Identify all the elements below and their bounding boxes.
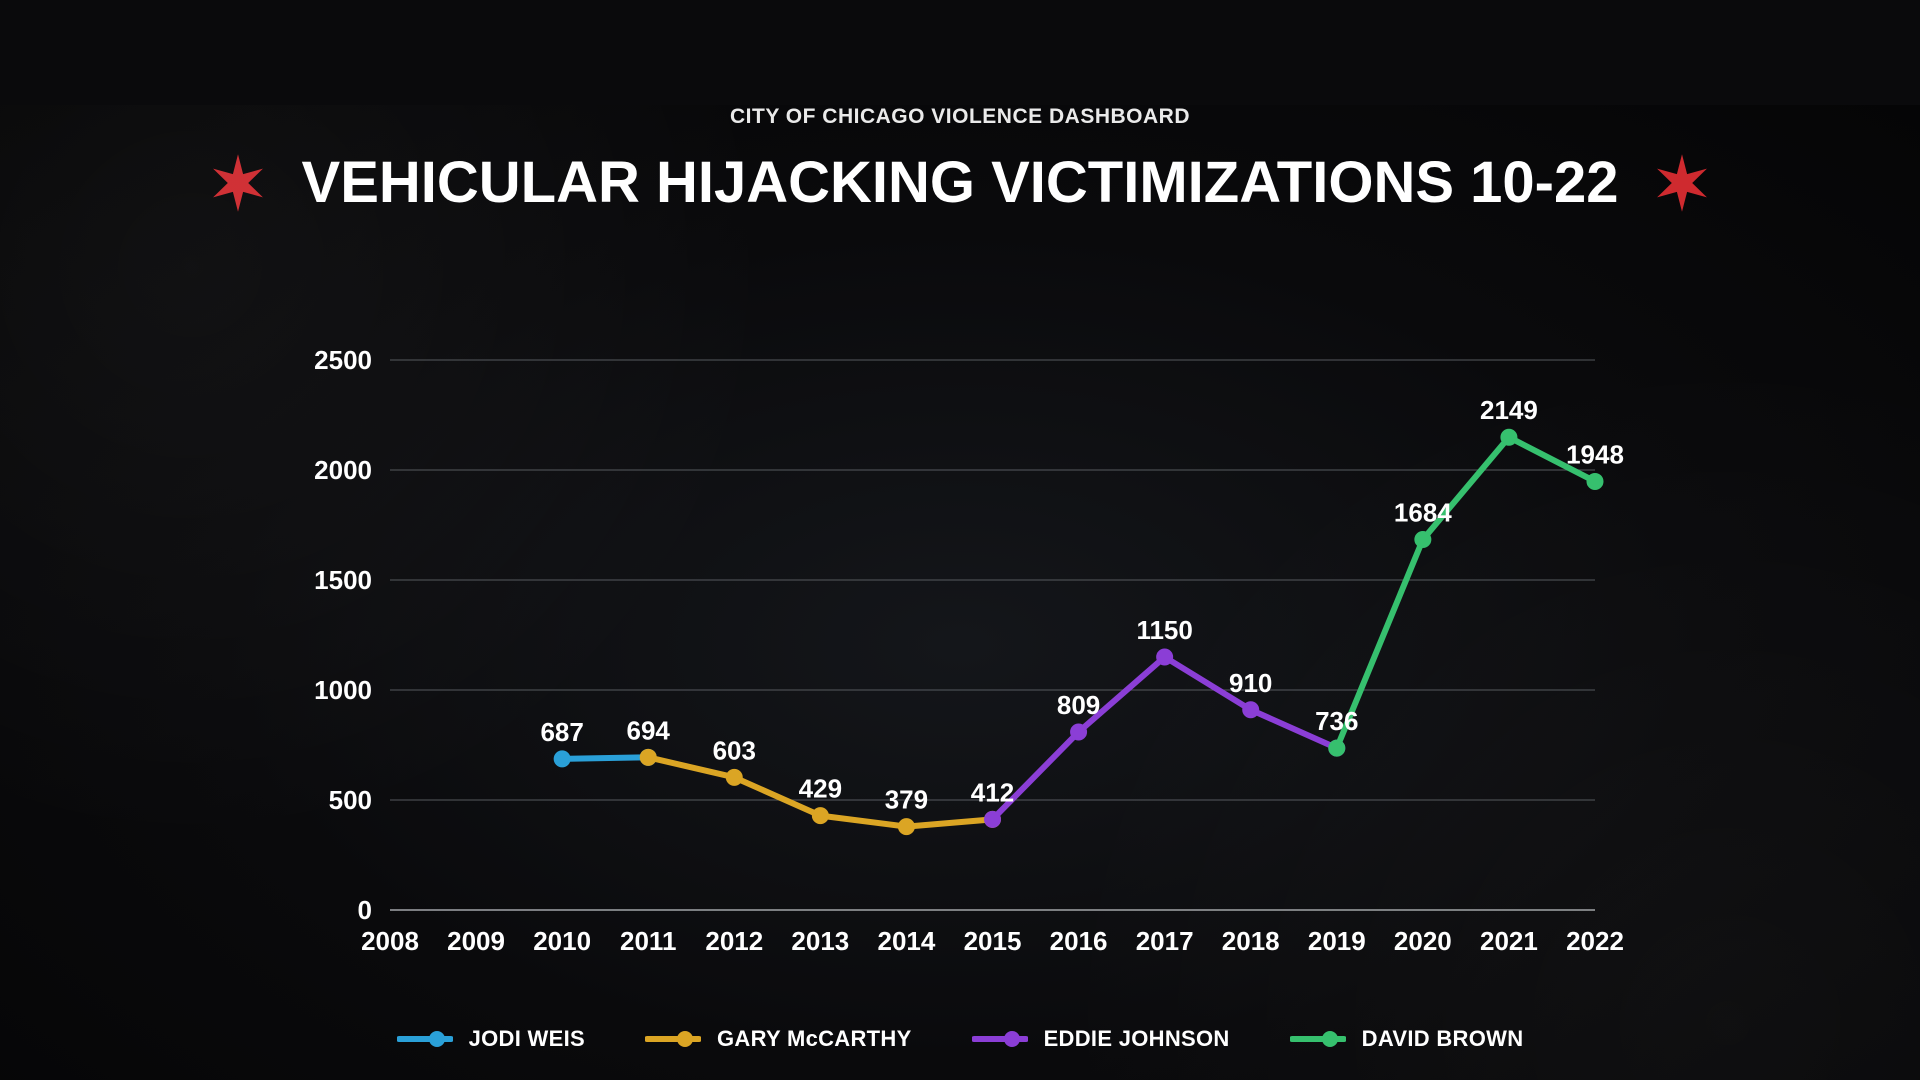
svg-text:379: 379: [885, 785, 928, 815]
svg-text:412: 412: [971, 777, 1014, 807]
svg-text:2149: 2149: [1480, 395, 1538, 425]
svg-text:1500: 1500: [314, 565, 372, 595]
legend-label: JODI WEIS: [469, 1026, 585, 1052]
chicago-star-icon: [1652, 153, 1712, 213]
svg-text:1684: 1684: [1394, 498, 1452, 528]
svg-text:2008: 2008: [361, 926, 419, 956]
svg-text:1000: 1000: [314, 675, 372, 705]
legend-label: DAVID BROWN: [1362, 1026, 1524, 1052]
legend-swatch-icon: [645, 1025, 701, 1053]
svg-text:736: 736: [1315, 706, 1358, 736]
svg-text:910: 910: [1229, 668, 1272, 698]
legend-label: EDDIE JOHNSON: [1044, 1026, 1230, 1052]
svg-text:500: 500: [329, 785, 372, 815]
legend-swatch-icon: [397, 1025, 453, 1053]
title-row: VEHICULAR HIJACKING VICTIMIZATIONS 10-22: [0, 149, 1920, 216]
svg-text:2500: 2500: [314, 345, 372, 375]
line-chart: 0 500 1000 1500 2000 2500 2008 2009 2010 2011 2012…: [305, 340, 1615, 970]
svg-text:687: 687: [540, 717, 583, 747]
svg-text:603: 603: [713, 735, 756, 765]
svg-text:694: 694: [627, 715, 671, 745]
legend-item: DAVID BROWN: [1290, 1025, 1524, 1053]
chart-area: 0 500 1000 1500 2000 2500 2008 2009 2010 2011 2012…: [305, 340, 1615, 970]
legend-item: GARY McCARTHY: [645, 1025, 912, 1053]
svg-text:2016: 2016: [1050, 926, 1108, 956]
legend-label: GARY McCARTHY: [717, 1026, 912, 1052]
svg-text:2000: 2000: [314, 455, 372, 485]
svg-text:1948: 1948: [1566, 439, 1624, 469]
svg-text:2014: 2014: [878, 926, 936, 956]
legend-item: JODI WEIS: [397, 1025, 585, 1053]
svg-text:2009: 2009: [447, 926, 505, 956]
svg-text:2017: 2017: [1136, 926, 1194, 956]
chicago-star-icon: [208, 153, 268, 213]
svg-text:2012: 2012: [705, 926, 763, 956]
legend-item: EDDIE JOHNSON: [972, 1025, 1230, 1053]
svg-text:2022: 2022: [1566, 926, 1624, 956]
legend-swatch-icon: [972, 1025, 1028, 1053]
chart-title: VEHICULAR HIJACKING VICTIMIZATIONS 10-22: [302, 149, 1619, 216]
svg-text:2010: 2010: [533, 926, 591, 956]
svg-text:809: 809: [1057, 690, 1100, 720]
svg-text:1150: 1150: [1136, 615, 1192, 645]
dashboard-header: CITY OF CHICAGO VIOLENCE DASHBOARD VEHIC…: [0, 105, 1920, 216]
svg-text:0: 0: [358, 895, 372, 925]
svg-text:2021: 2021: [1480, 926, 1538, 956]
legend-swatch-icon: [1290, 1025, 1346, 1053]
svg-text:2013: 2013: [791, 926, 849, 956]
legend: JODI WEIS GARY McCARTHY EDDIE JOHNSON DAVID…: [0, 1025, 1920, 1053]
svg-text:2011: 2011: [620, 926, 676, 956]
svg-text:2018: 2018: [1222, 926, 1280, 956]
svg-text:2015: 2015: [964, 926, 1022, 956]
svg-text:2019: 2019: [1308, 926, 1366, 956]
svg-text:429: 429: [799, 774, 842, 804]
svg-text:2020: 2020: [1394, 926, 1452, 956]
dashboard-subhead: CITY OF CHICAGO VIOLENCE DASHBOARD: [0, 105, 1920, 129]
